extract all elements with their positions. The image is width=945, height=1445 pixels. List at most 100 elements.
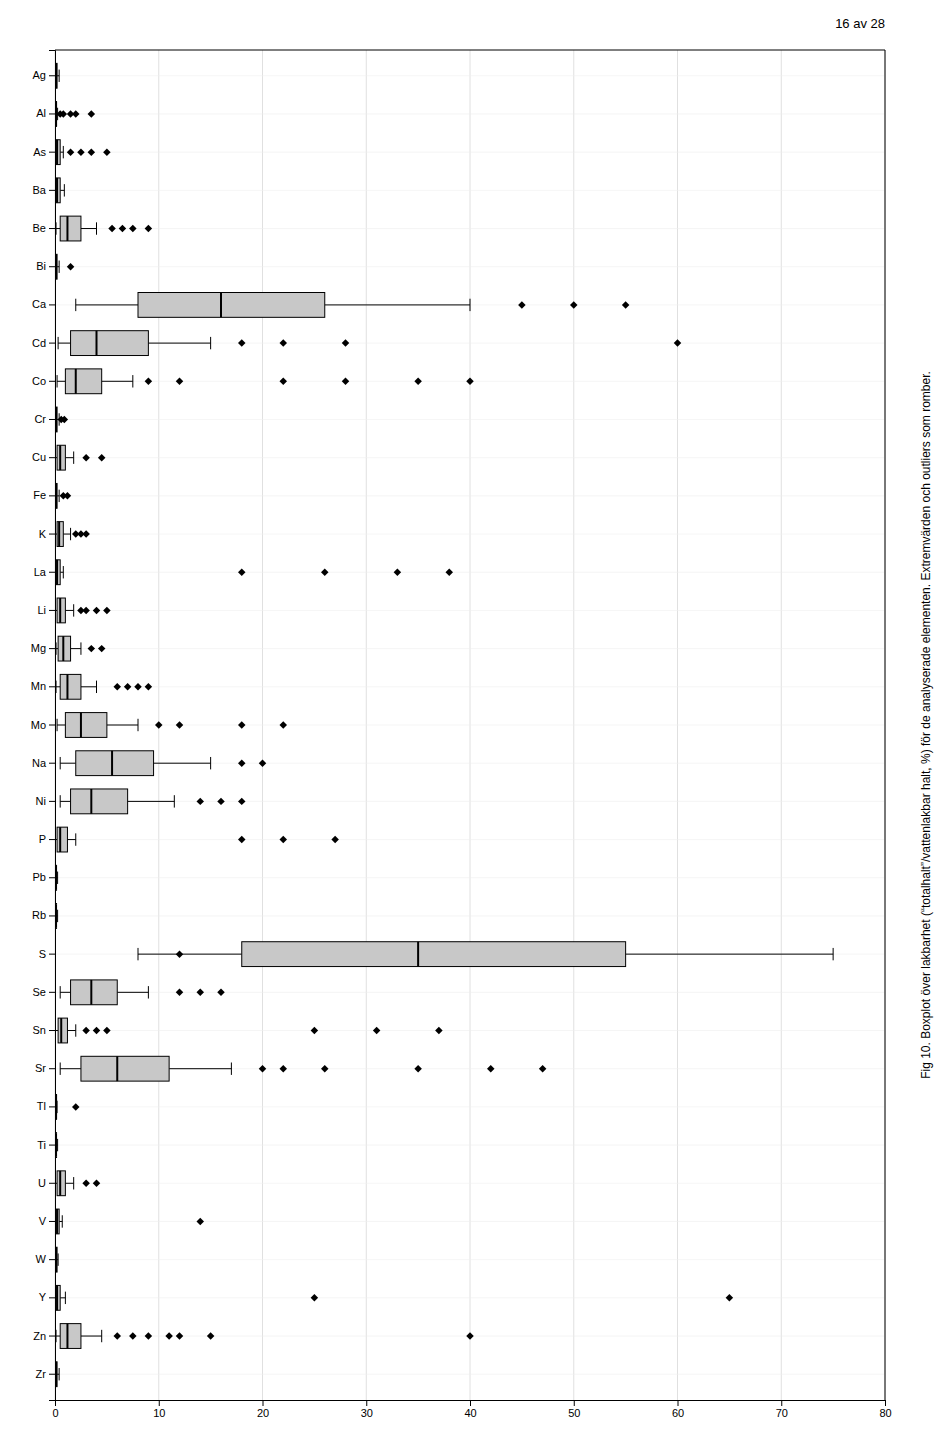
whisker-cap bbox=[73, 451, 74, 463]
whisker-cap bbox=[64, 184, 65, 196]
tick: Li bbox=[37, 604, 55, 616]
flier bbox=[98, 645, 105, 652]
box-body bbox=[138, 293, 325, 318]
flier bbox=[176, 989, 183, 996]
median bbox=[66, 216, 68, 241]
flier bbox=[176, 950, 183, 957]
tick: As bbox=[33, 146, 55, 158]
whisker-cap bbox=[62, 1215, 63, 1227]
category-line bbox=[55, 113, 885, 114]
tick-label: U bbox=[38, 1177, 46, 1189]
whisker-cap bbox=[210, 337, 211, 349]
flier bbox=[342, 339, 349, 346]
flier bbox=[238, 721, 245, 728]
box-body bbox=[65, 369, 101, 394]
tick-label: Ca bbox=[32, 298, 47, 310]
tick: Zr bbox=[36, 1368, 55, 1380]
category-line bbox=[55, 801, 885, 802]
flier bbox=[280, 721, 287, 728]
flier bbox=[570, 301, 577, 308]
tick-mark bbox=[49, 419, 55, 420]
tick: Se bbox=[33, 986, 55, 998]
whisker bbox=[138, 954, 242, 955]
flier bbox=[145, 378, 152, 385]
frame bbox=[885, 50, 886, 1400]
whisker-cap bbox=[96, 681, 97, 693]
whisker-cap bbox=[60, 795, 61, 807]
tick-label: Co bbox=[32, 375, 46, 387]
median bbox=[220, 293, 222, 318]
box-body bbox=[56, 560, 60, 585]
box-body bbox=[58, 1018, 67, 1043]
whisker bbox=[65, 1183, 73, 1184]
whisker bbox=[325, 304, 470, 305]
category-line bbox=[55, 1374, 885, 1375]
flier bbox=[98, 454, 105, 461]
box bbox=[55, 1285, 733, 1310]
whisker-cap bbox=[57, 375, 58, 387]
median bbox=[59, 598, 61, 623]
box bbox=[60, 751, 266, 776]
tick-label: Ag bbox=[33, 69, 46, 81]
tick: Mo bbox=[31, 719, 55, 731]
flier bbox=[82, 454, 89, 461]
tick: U bbox=[38, 1177, 55, 1189]
tick-label: V bbox=[39, 1215, 47, 1227]
whisker bbox=[71, 648, 81, 649]
caption: Fig 10. Boxplot över lakbarhet (“totalha… bbox=[919, 371, 933, 1079]
tick-mark bbox=[49, 1030, 55, 1031]
tick-mark bbox=[885, 1400, 886, 1406]
tick: La bbox=[34, 566, 55, 578]
tick-mark bbox=[49, 725, 55, 726]
whisker-cap bbox=[57, 910, 58, 922]
tick-mark bbox=[49, 1183, 55, 1184]
tick: 80 bbox=[879, 1400, 891, 1419]
tick-label: 70 bbox=[776, 1407, 788, 1419]
whisker-cap bbox=[58, 337, 59, 349]
whisker bbox=[81, 1336, 102, 1337]
tick: 30 bbox=[361, 1400, 373, 1419]
box-body bbox=[60, 216, 81, 241]
whisker-cap bbox=[60, 986, 61, 998]
tick: 70 bbox=[776, 1400, 788, 1419]
tick-label: 0 bbox=[52, 1407, 58, 1419]
box-body bbox=[71, 789, 128, 814]
whisker-cap bbox=[101, 1330, 102, 1342]
whisker-cap bbox=[138, 948, 139, 960]
whisker-cap bbox=[138, 719, 139, 731]
flier bbox=[238, 568, 245, 575]
category-line bbox=[55, 839, 885, 840]
tick-label: Rb bbox=[32, 909, 46, 921]
median bbox=[111, 751, 113, 776]
flier bbox=[414, 1065, 421, 1072]
box-body bbox=[71, 331, 149, 356]
category-line bbox=[55, 190, 885, 191]
category-line bbox=[55, 1030, 885, 1031]
category-line bbox=[55, 75, 885, 76]
category-line bbox=[55, 1145, 885, 1146]
tick-mark bbox=[49, 1221, 55, 1222]
tick-label: Mg bbox=[31, 642, 46, 654]
flier bbox=[238, 836, 245, 843]
flier bbox=[280, 1065, 287, 1072]
flier bbox=[103, 607, 110, 614]
flier bbox=[103, 148, 110, 155]
whisker-cap bbox=[58, 1253, 59, 1265]
box-body bbox=[57, 522, 63, 547]
tick: P bbox=[39, 833, 55, 845]
box bbox=[55, 407, 68, 432]
box bbox=[60, 980, 225, 1005]
box bbox=[55, 445, 105, 470]
whisker bbox=[81, 228, 97, 229]
flier bbox=[134, 683, 141, 690]
whisker bbox=[57, 381, 65, 382]
tick-mark bbox=[49, 610, 55, 611]
category-line bbox=[55, 915, 885, 916]
flier bbox=[321, 1065, 328, 1072]
median bbox=[80, 713, 82, 738]
flier bbox=[435, 1027, 442, 1034]
tick-label: Se bbox=[33, 986, 46, 998]
box bbox=[55, 178, 64, 203]
tick-mark bbox=[678, 1400, 679, 1406]
category-line bbox=[55, 648, 885, 649]
